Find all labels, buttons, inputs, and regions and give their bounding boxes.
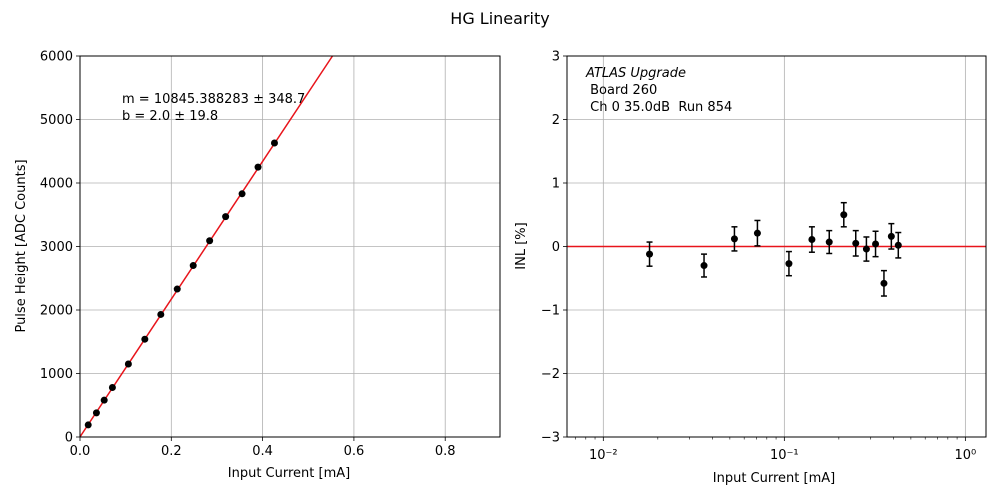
linearity-y-tick-label: 5000 <box>40 113 73 128</box>
inl-x-axis-label: Input Current [mA] <box>713 471 835 486</box>
linearity-points <box>84 139 278 429</box>
inl-data-point <box>872 240 880 248</box>
inl-y-ticks: −3 −2 −1 0 1 2 3 <box>541 50 567 446</box>
inl-data-point <box>862 245 870 253</box>
inl-plot: 10⁻² 10⁻¹ 10⁰ −3 −2 −1 0 1 2 3 Input Current [mA… <box>514 50 987 486</box>
linearity-y-axis-label: Pulse Height [ADC Counts] <box>14 159 29 332</box>
linearity-data-point <box>84 421 92 429</box>
inl-data-point <box>894 241 902 249</box>
linearity-x-tick-label: 0.2 <box>161 444 182 459</box>
inl-data-point <box>825 238 833 246</box>
fit-slope-annotation: m = 10845.388283 ± 348.7 <box>122 92 305 107</box>
inl-points <box>646 201 902 297</box>
inl-data-point <box>785 260 793 268</box>
inl-y-tick-label: 2 <box>552 113 560 128</box>
inl-y-tick-label: 3 <box>552 50 560 65</box>
inl-data-point <box>808 236 816 244</box>
linearity-data-point <box>189 262 197 270</box>
linearity-data-point <box>141 335 149 343</box>
inl-data-point <box>700 262 708 270</box>
linearity-x-ticks: 0.0 0.2 0.4 0.6 0.8 <box>70 437 456 459</box>
linearity-y-tick-label: 1000 <box>40 367 73 382</box>
linearity-data-point <box>238 190 246 198</box>
inl-y-tick-label: 1 <box>552 177 560 192</box>
linearity-x-tick-label: 0.4 <box>252 444 273 459</box>
linearity-data-point <box>222 213 230 221</box>
inl-data-point <box>753 229 761 237</box>
linearity-data-point <box>108 383 116 391</box>
inl-data-point <box>852 239 860 247</box>
linearity-plot: 0.0 0.2 0.4 0.6 0.8 0 1000 2000 3000 4000 5000 600… <box>14 50 501 481</box>
linearity-data-point <box>124 360 132 368</box>
inl-data-point <box>730 235 738 243</box>
inl-annotation-line-3: Ch 0 35.0dB Run 854 <box>586 100 732 115</box>
inl-y-tick-label: −1 <box>541 304 560 319</box>
linearity-fit-layer <box>79 55 334 438</box>
inl-annotation-line-1: ATLAS Upgrade <box>585 66 686 81</box>
linearity-data-point <box>92 409 100 417</box>
linearity-data-point <box>206 237 214 245</box>
inl-y-tick-label: −2 <box>541 367 560 382</box>
linearity-x-axis-label: Input Current [mA] <box>228 466 350 481</box>
linearity-y-tick-label: 0 <box>65 431 73 446</box>
inl-x-tick-label: 10⁻² <box>589 448 618 463</box>
linearity-x-tick-label: 0.8 <box>435 444 456 459</box>
linearity-y-tick-label: 4000 <box>40 177 73 192</box>
inl-x-ticks: 10⁻² 10⁻¹ 10⁰ <box>574 437 976 463</box>
linearity-x-tick-label: 0.0 <box>70 444 91 459</box>
inl-y-tick-label: −3 <box>541 431 560 446</box>
fit-intercept-annotation: b = 2.0 ± 19.8 <box>122 109 218 124</box>
inl-annotation-line-2: Board 260 <box>586 83 657 98</box>
linearity-data-point <box>254 163 262 171</box>
inl-data-point <box>887 232 895 240</box>
figure-title: HG Linearity <box>450 9 549 28</box>
linearity-data-point <box>173 285 181 293</box>
linearity-data-point <box>157 310 165 318</box>
linearity-data-point <box>100 396 108 404</box>
inl-x-tick-label: 10⁰ <box>954 448 976 463</box>
linear-fit-line <box>79 55 334 438</box>
inl-x-tick-label: 10⁻¹ <box>770 448 799 463</box>
linearity-y-tick-label: 2000 <box>40 304 73 319</box>
inl-data-point <box>840 211 848 219</box>
inl-y-tick-label: 0 <box>552 240 560 255</box>
linearity-data-point <box>270 139 278 147</box>
inl-data-point <box>646 250 654 258</box>
linearity-y-tick-label: 3000 <box>40 240 73 255</box>
inl-y-axis-label: INL [%] <box>514 222 529 269</box>
linearity-y-tick-label: 6000 <box>40 50 73 65</box>
linearity-x-tick-label: 0.6 <box>344 444 365 459</box>
inl-data-point <box>880 279 888 287</box>
linearity-y-ticks: 0 1000 2000 3000 4000 5000 6000 <box>40 50 80 446</box>
